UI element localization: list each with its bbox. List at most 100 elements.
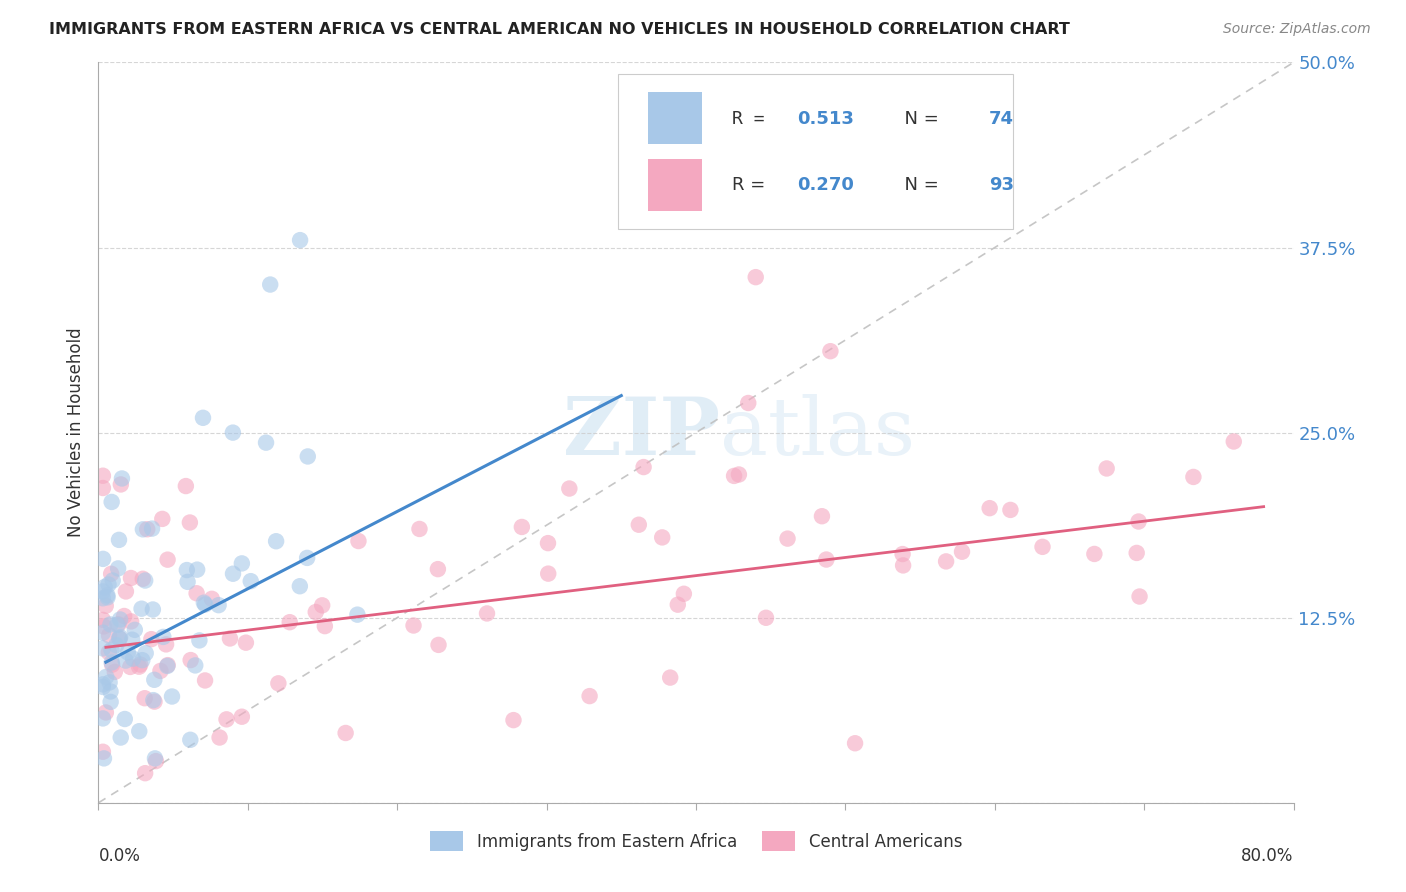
Point [98, 628, 121, 642]
Point [91, 641, 114, 656]
Point [1128, 515, 1150, 529]
Point [222, 425, 245, 440]
Point [114, 712, 136, 726]
Point [311, 599, 333, 613]
Point [811, 509, 834, 524]
Point [150, 512, 173, 526]
Point [723, 469, 745, 483]
Point [91, 613, 114, 627]
Point [136, 522, 159, 536]
Point [120, 571, 142, 585]
Point [94, 599, 117, 613]
Point [128, 724, 150, 739]
Point [1083, 547, 1105, 561]
Point [141, 522, 163, 536]
Point [93, 619, 115, 633]
Point [193, 596, 215, 610]
Point [131, 653, 153, 667]
Point [108, 632, 131, 646]
Point [728, 467, 751, 482]
Point [537, 566, 560, 581]
Point [134, 691, 156, 706]
Point [91, 625, 114, 640]
Point [346, 607, 368, 622]
Point [776, 532, 799, 546]
Point [259, 277, 281, 292]
Text: atlas: atlas [720, 393, 915, 472]
Point [979, 501, 1001, 516]
Point [633, 460, 655, 475]
Point [142, 602, 165, 616]
Point [179, 732, 201, 747]
Point [617, 152, 640, 166]
Text: 74: 74 [988, 110, 1014, 128]
Text: N =: N = [893, 177, 945, 194]
Point [110, 477, 132, 491]
Point [91, 591, 114, 606]
Point [152, 630, 174, 644]
Point [122, 651, 145, 665]
Point [950, 545, 973, 559]
Point [100, 566, 122, 581]
Point [149, 664, 172, 678]
Point [314, 619, 336, 633]
FancyBboxPatch shape [648, 92, 702, 144]
Point [651, 530, 673, 544]
Point [288, 233, 311, 247]
Point [143, 673, 166, 687]
Point [101, 657, 124, 672]
Point [110, 731, 132, 745]
Point [108, 632, 131, 646]
Point [100, 495, 122, 509]
Point [108, 630, 131, 644]
Point [117, 645, 139, 659]
Point [254, 435, 277, 450]
Point [426, 562, 449, 576]
Point [156, 552, 179, 566]
Point [105, 618, 128, 632]
FancyBboxPatch shape [619, 73, 1012, 229]
Point [160, 690, 183, 704]
Point [101, 574, 124, 588]
Point [502, 713, 524, 727]
Point [179, 516, 201, 530]
Point [402, 618, 425, 632]
Point [100, 656, 122, 670]
Point [1125, 546, 1147, 560]
Text: 0.270: 0.270 [797, 177, 855, 194]
Point [288, 579, 311, 593]
Point [1223, 434, 1246, 449]
Point [100, 617, 122, 632]
Text: Source: ZipAtlas.com: Source: ZipAtlas.com [1223, 22, 1371, 37]
Point [124, 623, 146, 637]
Point [132, 572, 155, 586]
Point [891, 558, 914, 573]
Point [186, 563, 208, 577]
Point [91, 711, 114, 725]
Point [100, 684, 122, 698]
Point [208, 731, 231, 745]
Point [91, 584, 114, 599]
Point [659, 671, 682, 685]
Point [1000, 503, 1022, 517]
Point [141, 632, 163, 647]
Point [180, 653, 202, 667]
Point [155, 637, 177, 651]
Point [91, 680, 114, 694]
Point [112, 609, 135, 624]
Text: N =: N = [893, 110, 945, 128]
Point [97, 577, 120, 591]
Point [231, 557, 253, 571]
Text: ZIP: ZIP [562, 393, 720, 472]
Point [1128, 590, 1150, 604]
Point [96, 588, 118, 602]
Point [219, 632, 242, 646]
Text: 0.0%: 0.0% [98, 847, 141, 865]
Point [347, 534, 370, 549]
Point [98, 675, 121, 690]
Point [91, 468, 114, 483]
Point [105, 638, 128, 652]
Point [107, 617, 129, 632]
Point [935, 554, 957, 568]
Point [737, 396, 759, 410]
